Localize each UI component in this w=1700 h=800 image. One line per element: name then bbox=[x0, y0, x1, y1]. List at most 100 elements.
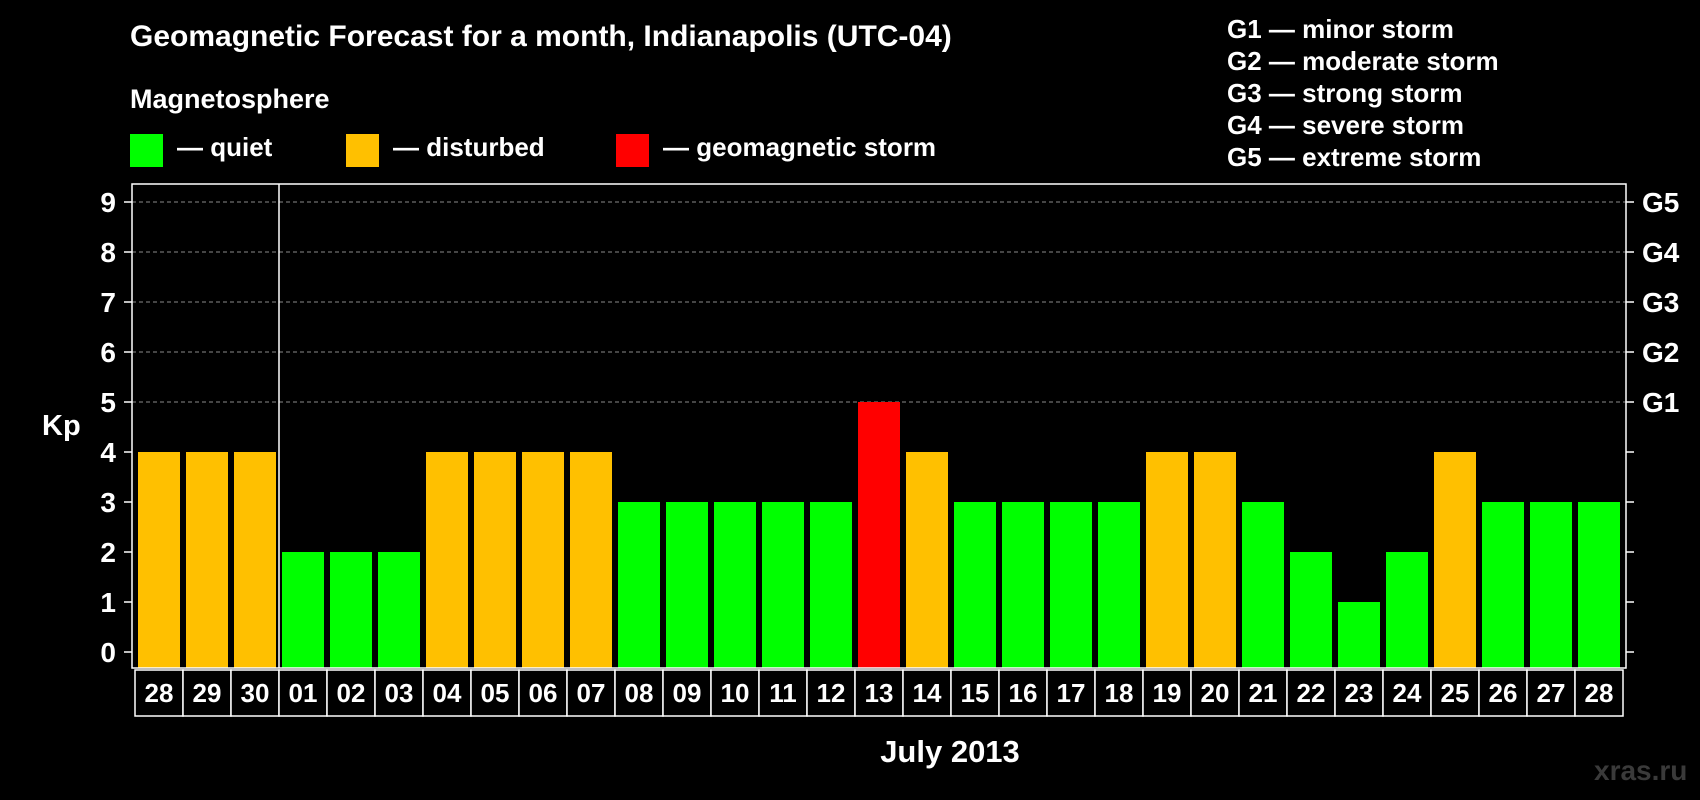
date-box bbox=[1046, 669, 1096, 717]
x-tick-label: 21 bbox=[1249, 678, 1278, 708]
x-tick-label: 01 bbox=[289, 678, 318, 708]
bar bbox=[378, 552, 420, 668]
y-tick-label: 3 bbox=[100, 487, 116, 518]
bar bbox=[474, 452, 516, 668]
date-box bbox=[614, 669, 664, 717]
g-scale-g3: G3 — strong storm bbox=[1227, 78, 1463, 108]
x-tick-label: 25 bbox=[1441, 678, 1470, 708]
date-box bbox=[758, 669, 808, 717]
bar bbox=[810, 502, 852, 668]
legend-label-disturbed: — disturbed bbox=[393, 132, 545, 162]
bar bbox=[1098, 502, 1140, 668]
bar bbox=[1338, 602, 1380, 668]
x-tick-label: 28 bbox=[1585, 678, 1614, 708]
bar bbox=[1194, 452, 1236, 668]
date-box bbox=[1574, 669, 1624, 717]
date-box bbox=[950, 669, 1000, 717]
watermark: xras.ru bbox=[1594, 755, 1688, 786]
legend-label-quiet: — quiet bbox=[177, 132, 273, 162]
bar bbox=[666, 502, 708, 668]
x-tick-label: 28 bbox=[145, 678, 174, 708]
date-box bbox=[1430, 669, 1480, 717]
x-tick-label: 23 bbox=[1345, 678, 1374, 708]
chart-title: Geomagnetic Forecast for a month, Indian… bbox=[130, 20, 952, 53]
g-scale-axis-label: G5 bbox=[1642, 187, 1679, 218]
y-tick-label: 9 bbox=[100, 187, 116, 218]
g-scale-axis-label: G1 bbox=[1642, 387, 1679, 418]
bar bbox=[1482, 502, 1524, 668]
bar bbox=[186, 452, 228, 668]
y-tick-label: 6 bbox=[100, 337, 116, 368]
x-tick-label: 16 bbox=[1009, 678, 1038, 708]
y-tick-label: 4 bbox=[100, 437, 116, 468]
x-tick-label: 06 bbox=[529, 678, 558, 708]
bar bbox=[1386, 552, 1428, 668]
g-scale-g5: G5 — extreme storm bbox=[1227, 142, 1482, 172]
bar bbox=[426, 452, 468, 668]
y-tick-label: 1 bbox=[100, 587, 116, 618]
x-tick-label: 18 bbox=[1105, 678, 1134, 708]
bar bbox=[1050, 502, 1092, 668]
y-tick-label: 5 bbox=[100, 387, 116, 418]
date-box bbox=[1286, 669, 1336, 717]
date-box bbox=[1526, 669, 1576, 717]
legend-swatch-disturbed bbox=[346, 134, 379, 167]
g-scale-g4: G4 — severe storm bbox=[1227, 110, 1465, 140]
x-tick-label: 10 bbox=[721, 678, 750, 708]
x-tick-label: 22 bbox=[1297, 678, 1326, 708]
legend-label-storm: — geomagnetic storm bbox=[663, 132, 937, 162]
legend-swatch-storm bbox=[616, 134, 649, 167]
x-axis-label: July 2013 bbox=[880, 734, 1020, 769]
x-tick-label: 08 bbox=[625, 678, 654, 708]
date-box bbox=[182, 669, 232, 717]
x-tick-label: 14 bbox=[913, 678, 942, 708]
bar bbox=[1002, 502, 1044, 668]
date-box bbox=[518, 669, 568, 717]
x-tick-label: 17 bbox=[1057, 678, 1086, 708]
x-tick-label: 29 bbox=[193, 678, 222, 708]
g-scale-axis-label: G3 bbox=[1642, 287, 1679, 318]
x-tick-label: 03 bbox=[385, 678, 414, 708]
x-tick-label: 15 bbox=[961, 678, 990, 708]
bar bbox=[858, 402, 900, 668]
date-box bbox=[1142, 669, 1192, 717]
bar bbox=[234, 452, 276, 668]
bar bbox=[954, 502, 996, 668]
date-box bbox=[710, 669, 760, 717]
x-tick-label: 11 bbox=[769, 678, 797, 708]
magnetosphere-title: Magnetosphere bbox=[130, 84, 330, 114]
date-box bbox=[1094, 669, 1144, 717]
legend-swatch-quiet bbox=[130, 134, 163, 167]
date-box bbox=[1334, 669, 1384, 717]
plot-frame bbox=[131, 183, 1627, 669]
date-box bbox=[422, 669, 472, 717]
bar bbox=[1290, 552, 1332, 668]
bar bbox=[1434, 452, 1476, 668]
date-box bbox=[470, 669, 520, 717]
x-tick-label: 27 bbox=[1537, 678, 1566, 708]
x-tick-label: 05 bbox=[481, 678, 510, 708]
x-tick-label: 26 bbox=[1489, 678, 1518, 708]
x-tick-label: 12 bbox=[817, 678, 846, 708]
bar bbox=[906, 452, 948, 668]
y-tick-label: 7 bbox=[100, 287, 116, 318]
x-tick-label: 07 bbox=[577, 678, 606, 708]
bar bbox=[762, 502, 804, 668]
x-tick-label: 04 bbox=[433, 678, 462, 708]
x-tick-label: 13 bbox=[865, 678, 894, 708]
bar bbox=[1146, 452, 1188, 668]
date-box bbox=[1382, 669, 1432, 717]
y-tick-label: 2 bbox=[100, 537, 116, 568]
date-box bbox=[134, 669, 184, 717]
date-box bbox=[566, 669, 616, 717]
date-box bbox=[374, 669, 424, 717]
date-box bbox=[278, 669, 328, 717]
bar bbox=[714, 502, 756, 668]
y-tick-label: 0 bbox=[100, 637, 116, 668]
x-tick-label: 20 bbox=[1201, 678, 1230, 708]
bar bbox=[138, 452, 180, 668]
g-scale-g2: G2 — moderate storm bbox=[1227, 46, 1499, 76]
bar bbox=[618, 502, 660, 668]
bar bbox=[570, 452, 612, 668]
